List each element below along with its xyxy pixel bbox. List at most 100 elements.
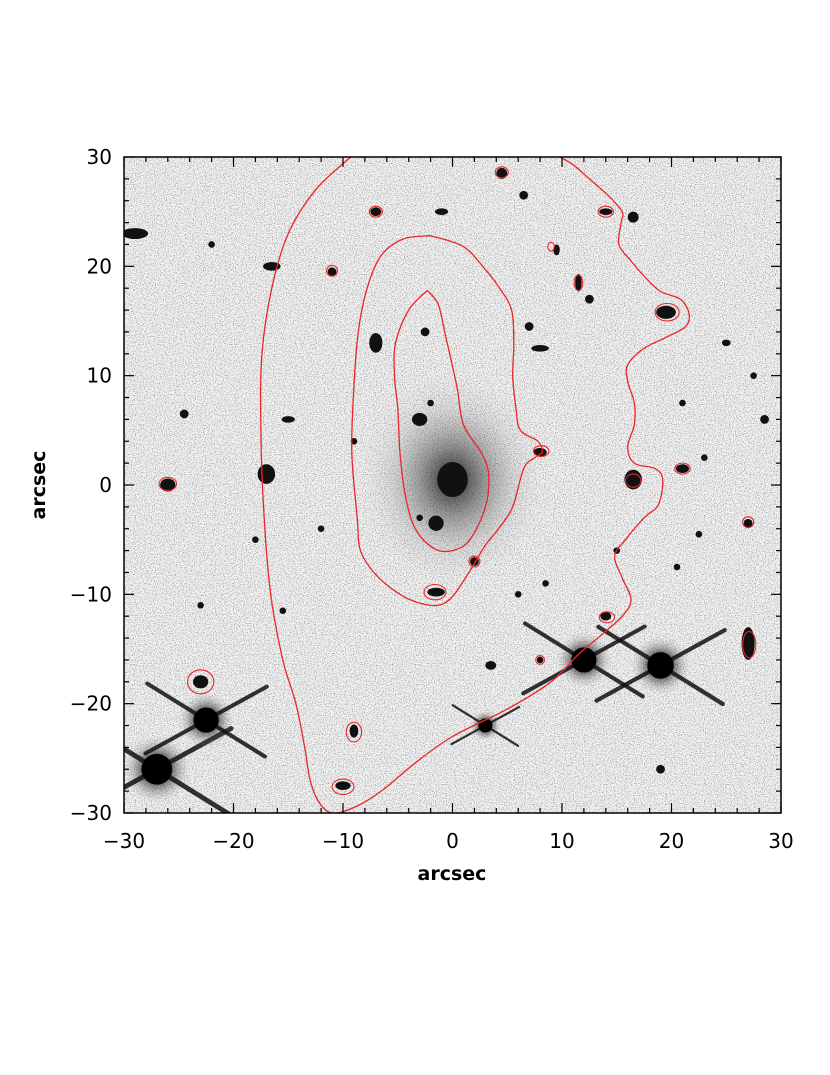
x-tick-label: 0 <box>446 829 459 853</box>
galaxy-source <box>760 415 769 424</box>
contour-ring <box>532 445 550 458</box>
galaxy-source <box>427 587 445 597</box>
galaxy-source <box>179 409 189 419</box>
contour-ring <box>494 166 509 179</box>
galaxy-source <box>434 208 449 215</box>
contour-ring <box>158 476 178 492</box>
galaxy-source <box>531 345 549 352</box>
x-tick-label: −30 <box>103 829 145 853</box>
galaxy-source <box>673 563 681 571</box>
galaxy-source <box>252 536 259 543</box>
galaxy-source <box>750 372 757 379</box>
galaxy-source <box>197 601 204 609</box>
galaxy-source <box>624 469 642 490</box>
galaxy-source <box>575 273 582 292</box>
contour-ring <box>597 205 615 218</box>
x-tick-label: 20 <box>659 829 684 853</box>
galaxy-source <box>600 611 612 621</box>
galaxy-source <box>533 447 547 457</box>
galaxy-source <box>428 515 444 531</box>
galaxy-source <box>496 167 508 179</box>
galaxy-source <box>411 412 428 426</box>
contour-ring <box>654 302 680 322</box>
contour-ring <box>547 241 555 252</box>
x-tick-label: 30 <box>768 829 793 853</box>
galaxy-source <box>627 211 639 223</box>
galaxy-source <box>335 781 351 791</box>
galaxy-source <box>279 607 287 615</box>
galaxy-source <box>192 675 209 689</box>
contours-layer <box>158 157 757 813</box>
galaxy-source <box>701 454 708 461</box>
contour-ring <box>468 555 481 568</box>
galaxy-source <box>437 462 468 498</box>
galaxy-source <box>370 207 382 217</box>
y-tick-label: −10 <box>70 582 112 606</box>
image-field <box>124 157 781 813</box>
galaxy-source <box>416 514 423 522</box>
contour-ring <box>345 721 363 743</box>
galaxy-source <box>679 399 686 407</box>
contour-ring <box>326 264 339 277</box>
y-tick-label: −30 <box>70 801 112 825</box>
galaxy-source <box>542 580 549 587</box>
sources-layer <box>124 167 769 813</box>
galaxy-source <box>124 228 149 239</box>
star-source <box>594 624 727 707</box>
contour-ring <box>535 655 546 665</box>
contour-ring <box>186 669 215 695</box>
contour-middle <box>351 235 544 607</box>
star-source <box>143 681 269 759</box>
x-tick-label: 10 <box>549 829 574 853</box>
galaxy-source <box>584 294 594 304</box>
galaxy-source <box>327 267 337 277</box>
contour-ring <box>368 205 383 218</box>
galaxy-source <box>695 530 703 538</box>
contour-ring <box>423 583 447 601</box>
galaxy-source <box>420 327 430 337</box>
star-core <box>647 652 674 679</box>
galaxy-source <box>257 464 276 484</box>
contour-outer <box>259 157 691 813</box>
star-core <box>141 753 173 785</box>
galaxy-source <box>369 333 383 353</box>
galaxy-source <box>281 416 295 423</box>
x-axis-title: arcsec <box>418 863 487 885</box>
y-tick-label: 10 <box>87 364 112 388</box>
galaxy-source <box>553 244 560 256</box>
star-core <box>571 647 597 673</box>
galaxy-source <box>514 591 522 598</box>
galaxy-source <box>743 518 753 528</box>
contour-ring <box>573 274 584 291</box>
axis-tick-labels: −30 −20 −10 0 10 20 30 −30 −20 −10 0 10 20 30 <box>70 145 794 853</box>
contour-ring <box>674 462 691 475</box>
galaxy-source <box>675 464 690 473</box>
star-core <box>193 707 219 733</box>
galaxy-source <box>208 241 215 248</box>
galaxy-source <box>599 208 613 215</box>
galaxy-source <box>317 525 325 533</box>
y-tick-label: −20 <box>70 692 112 716</box>
galaxy-source <box>656 764 665 774</box>
galaxy-source <box>524 322 534 331</box>
galaxy-source <box>485 661 497 670</box>
contour-inner <box>393 289 490 553</box>
y-axis-title: arcsec <box>28 451 50 520</box>
contour-ring <box>742 630 757 659</box>
axis-ticks <box>123 156 782 814</box>
contour-ring <box>742 516 755 529</box>
y-tick-label: 20 <box>87 254 112 278</box>
galaxy-source <box>349 724 359 738</box>
contour-ring <box>598 611 616 624</box>
galaxy-source <box>656 305 676 319</box>
galaxy-source <box>536 656 544 664</box>
contour-ring <box>331 778 355 795</box>
galaxy-source <box>427 399 434 407</box>
y-tick-label: 0 <box>99 473 112 497</box>
contour-ring <box>624 473 642 488</box>
x-tick-label: −20 <box>212 829 254 853</box>
x-tick-label: −10 <box>322 829 364 853</box>
y-tick-label: 30 <box>87 145 112 169</box>
galaxy-source <box>160 478 176 492</box>
